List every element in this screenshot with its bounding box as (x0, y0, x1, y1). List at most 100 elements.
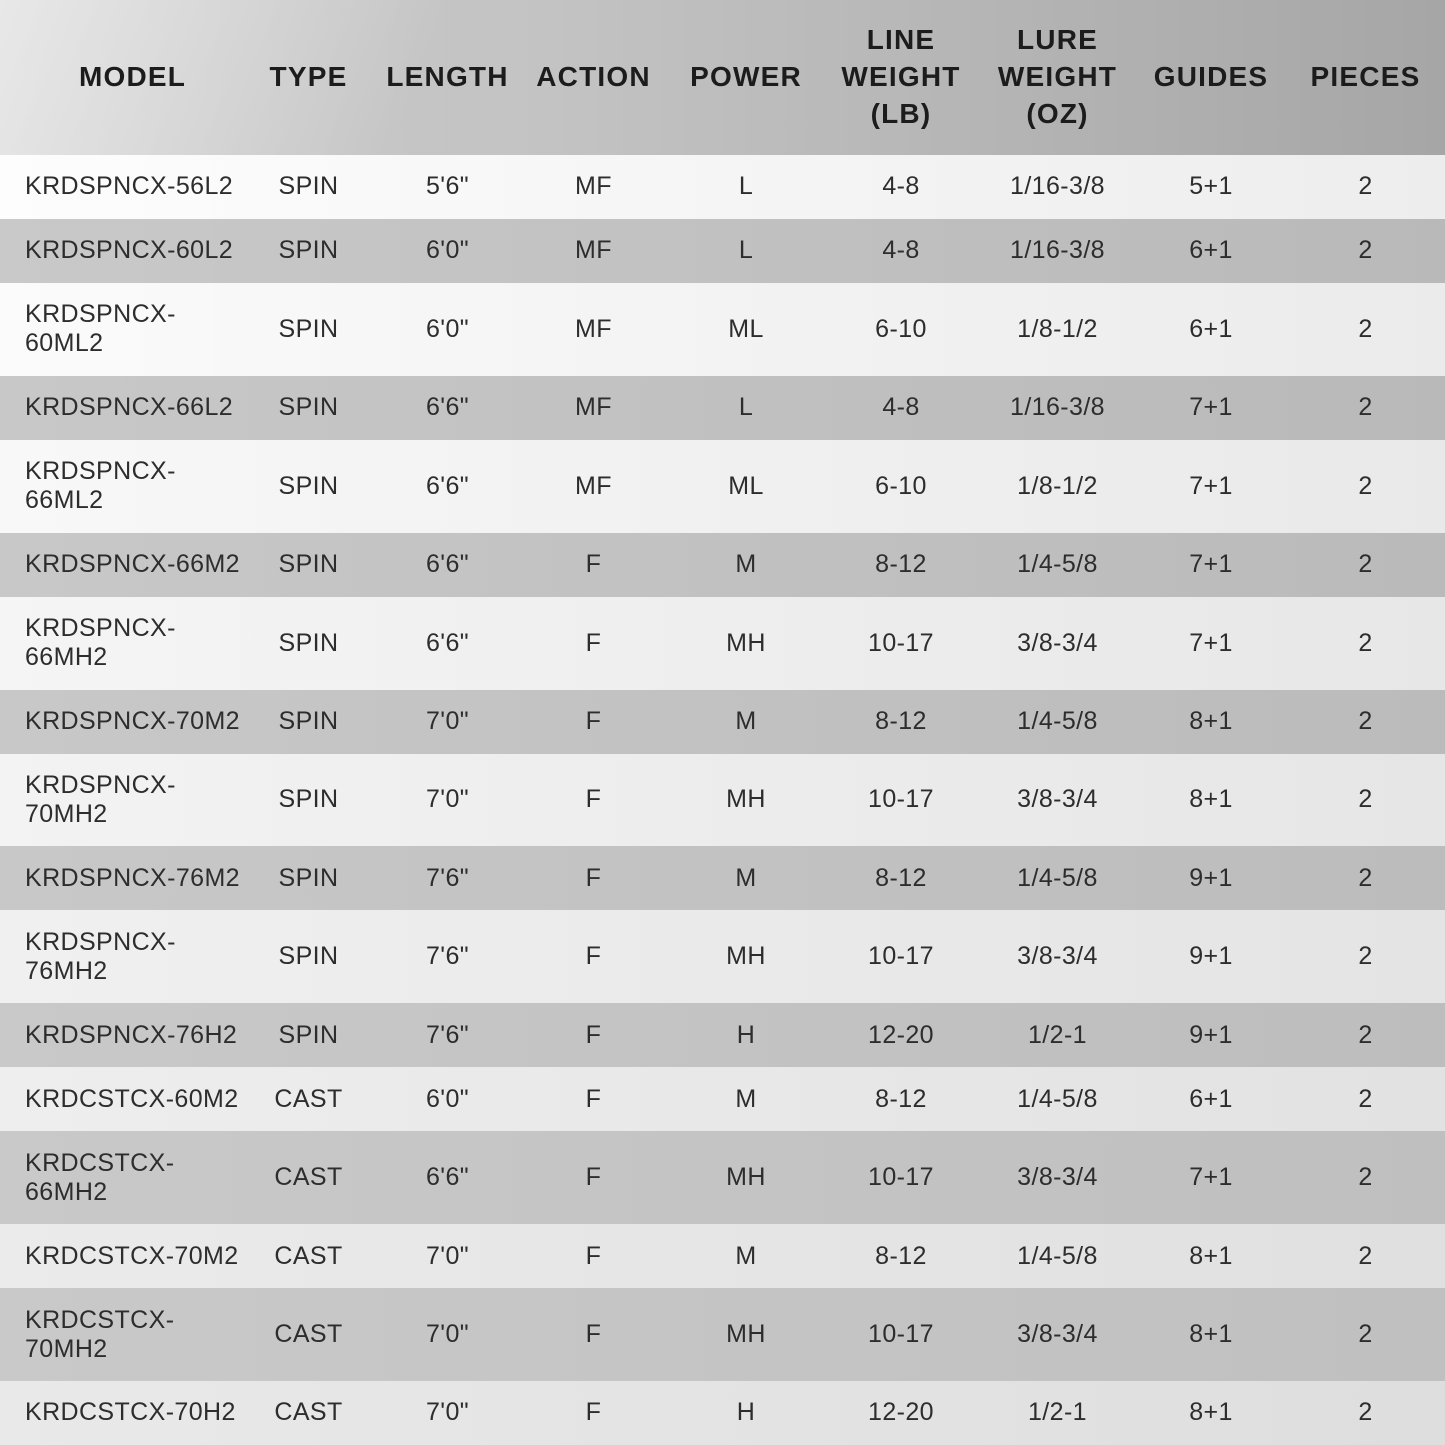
cell-power: L (738, 393, 754, 422)
cell-power: MH (726, 785, 766, 814)
cell-guides: 6+1 (1189, 236, 1233, 265)
cell-length: 7'0" (425, 1241, 470, 1270)
table-row: KRDSPNCX-66L2 SPIN 6'6" MF L 4-8 1/16-3/8 7+1 2 (0, 375, 1445, 440)
cell-length: 6'0" (425, 314, 470, 343)
cell-guides: 9+1 (1189, 863, 1233, 892)
cell-lure-weight: 3/8-3/4 (1017, 942, 1098, 971)
cell-pieces: 2 (1358, 707, 1373, 736)
cell-pieces: 2 (1358, 393, 1373, 422)
cell-pieces: 2 (1358, 236, 1373, 265)
cell-power: L (738, 172, 754, 201)
cell-guides: 5+1 (1189, 172, 1233, 201)
cell-power: M (735, 1084, 757, 1113)
table-row: KRDSPNCX-70MH2 SPIN 7'0" F MH 10-17 3/8-3/4 8+1… (0, 753, 1445, 847)
cell-guides: 7+1 (1189, 550, 1233, 579)
table-row: KRDSPNCX-66MH2 SPIN 6'6" F MH 10-17 3/8-3/4 7+1… (0, 596, 1445, 690)
cell-line-weight: 4-8 (882, 172, 920, 201)
cell-type: SPIN (278, 942, 339, 971)
table-row: KRDCSTCX-60M2 CAST 6'0" F M 8-12 1/4-5/8 6+1 2 (0, 1067, 1445, 1132)
cell-action: F (585, 1320, 602, 1349)
cell-model: KRDSPNCX-66MH2 (25, 614, 176, 672)
cell-line-weight: 8-12 (875, 1241, 927, 1270)
cell-model: KRDSPNCX-70M2 (25, 707, 240, 736)
cell-length: 6'6" (425, 1163, 470, 1192)
cell-action: F (585, 707, 602, 736)
cell-guides: 7+1 (1189, 471, 1233, 500)
cell-lure-weight: 1/16-3/8 (1010, 172, 1105, 201)
table-row: KRDSPNCX-76MH2 SPIN 7'6" F MH 10-17 3/8-3/4 9+1… (0, 910, 1445, 1004)
cell-model: KRDCSTCX-66MH2 (25, 1148, 175, 1206)
cell-model: KRDSPNCX-76M2 (25, 863, 240, 892)
cell-guides: 8+1 (1189, 785, 1233, 814)
cell-line-weight: 10-17 (868, 785, 934, 814)
cell-pieces: 2 (1358, 1163, 1373, 1192)
cell-length: 6'6" (425, 471, 470, 500)
cell-type: SPIN (278, 314, 339, 343)
cell-action: MF (575, 236, 612, 265)
header-cell-pieces: PIECES (1310, 61, 1421, 93)
cell-action: F (585, 785, 602, 814)
cell-line-weight: 10-17 (868, 1320, 934, 1349)
cell-power: M (735, 550, 757, 579)
header-cell-lure-weight: LURE WEIGHT (OZ) (997, 24, 1118, 129)
table-header-row: MODEL TYPE LENGTH ACTION POWER LINE WEIGHT (L… (0, 0, 1445, 155)
cell-power: H (736, 1020, 756, 1049)
cell-action: MF (575, 393, 612, 422)
cell-line-weight: 8-12 (875, 550, 927, 579)
cell-action: F (585, 1241, 602, 1270)
cell-length: 6'0" (425, 236, 470, 265)
cell-power: H (736, 1398, 756, 1427)
cell-length: 7'6" (425, 863, 470, 892)
cell-pieces: 2 (1358, 1020, 1373, 1049)
header-cell-guides: GUIDES (1153, 61, 1269, 93)
cell-length: 5'6" (425, 172, 470, 201)
cell-guides: 7+1 (1189, 393, 1233, 422)
table-row: KRDSPNCX-60L2 SPIN 6'0" MF L 4-8 1/16-3/8 6+1 2 (0, 218, 1445, 283)
cell-lure-weight: 1/4-5/8 (1017, 550, 1098, 579)
cell-guides: 7+1 (1189, 1163, 1233, 1192)
cell-lure-weight: 1/8-1/2 (1017, 314, 1098, 343)
cell-length: 7'0" (425, 707, 470, 736)
header-cell-power: POWER (690, 61, 802, 93)
table-row: KRDSPNCX-56L2 SPIN 5'6" MF L 4-8 1/16-3/8 5+1 2 (0, 155, 1445, 219)
cell-pieces: 2 (1358, 1084, 1373, 1113)
cell-type: CAST (274, 1398, 343, 1427)
cell-lure-weight: 3/8-3/4 (1017, 785, 1098, 814)
cell-guides: 7+1 (1189, 628, 1233, 657)
cell-lure-weight: 1/4-5/8 (1017, 1084, 1098, 1113)
cell-lure-weight: 1/8-1/2 (1017, 471, 1098, 500)
cell-type: SPIN (278, 236, 339, 265)
cell-pieces: 2 (1358, 471, 1373, 500)
cell-guides: 8+1 (1189, 1241, 1233, 1270)
cell-lure-weight: 1/16-3/8 (1010, 393, 1105, 422)
table-row: KRDSPNCX-70M2 SPIN 7'0" F M 8-12 1/4-5/8 8+1 2 (0, 689, 1445, 754)
cell-power: MH (726, 1163, 766, 1192)
cell-model: KRDCSTCX-70H2 (25, 1398, 236, 1427)
cell-guides: 8+1 (1189, 707, 1233, 736)
cell-line-weight: 12-20 (868, 1398, 934, 1427)
cell-type: SPIN (278, 471, 339, 500)
cell-action: MF (575, 314, 612, 343)
cell-model: KRDSPNCX-70MH2 (25, 770, 176, 828)
cell-action: F (585, 942, 602, 971)
cell-power: MH (726, 942, 766, 971)
cell-pieces: 2 (1358, 1398, 1373, 1427)
cell-length: 6'6" (425, 393, 470, 422)
cell-type: SPIN (278, 1020, 339, 1049)
cell-line-weight: 10-17 (868, 628, 934, 657)
table-row: KRDSPNCX-60ML2 SPIN 6'0" MF ML 6-10 1/8-1/2 6+1… (0, 282, 1445, 376)
cell-lure-weight: 1/16-3/8 (1010, 236, 1105, 265)
cell-length: 7'0" (425, 1398, 470, 1427)
cell-power: M (735, 707, 757, 736)
table-row: KRDCSTCX-70H2 CAST 7'0" F H 12-20 1/2-1 8+1 2 (0, 1381, 1445, 1445)
cell-line-weight: 8-12 (875, 863, 927, 892)
cell-power: MH (726, 1320, 766, 1349)
cell-type: SPIN (278, 785, 339, 814)
cell-line-weight: 8-12 (875, 707, 927, 736)
cell-type: SPIN (278, 628, 339, 657)
cell-line-weight: 8-12 (875, 1084, 927, 1113)
cell-lure-weight: 1/4-5/8 (1017, 863, 1098, 892)
cell-line-weight: 6-10 (875, 314, 927, 343)
cell-action: F (585, 1084, 602, 1113)
